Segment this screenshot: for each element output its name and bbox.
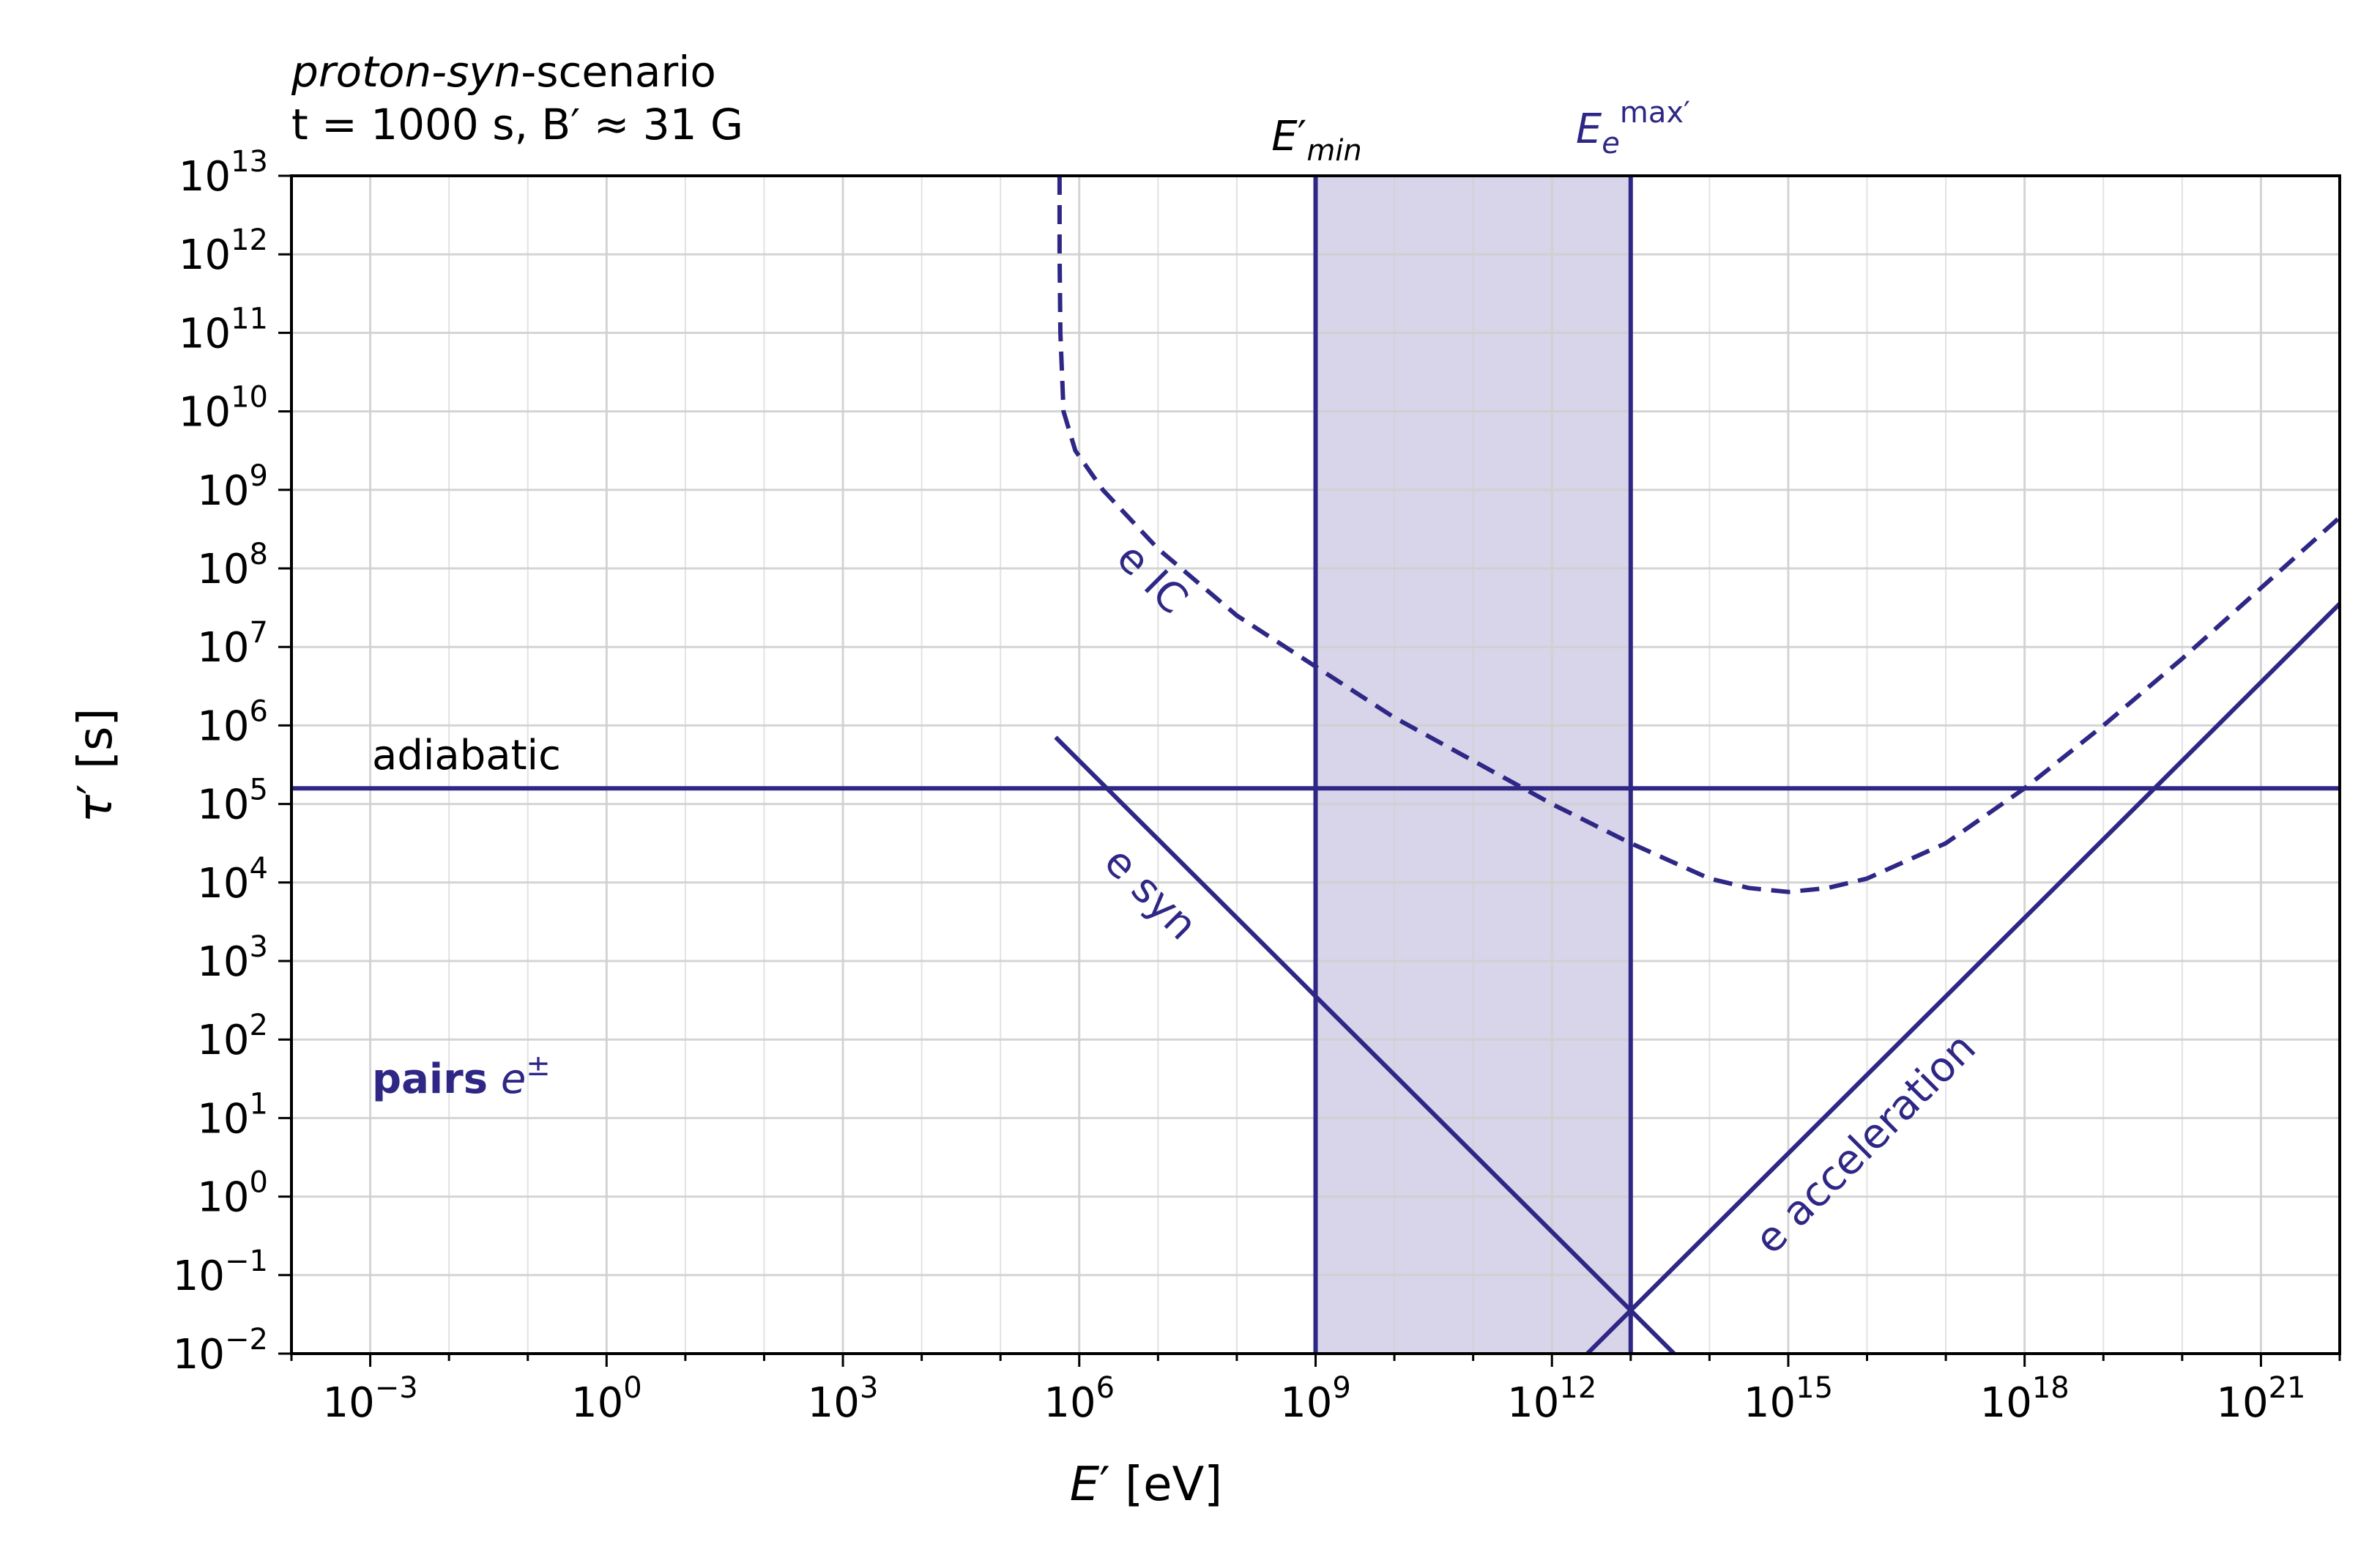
vline-label-emin: E′min: [1271, 113, 1362, 168]
tick-label-layer: 10−3 100 103 106 109 1012 1015 1018 1021 10−2 10−1…: [173, 145, 2306, 1427]
y-tick-label: 102: [197, 1009, 268, 1064]
x-tick-label: 1018: [1980, 1371, 2070, 1427]
scenario-title-rest: -scenario: [521, 47, 715, 97]
y-tick-label: 103: [197, 930, 268, 986]
y-tick-label: 1011: [179, 302, 268, 357]
y-tick-label: 107: [197, 616, 268, 672]
series-e-syn: [1054, 735, 1676, 1356]
tick-layer: [278, 174, 2341, 1367]
y-tick-label: 100: [197, 1166, 268, 1222]
label-adiabatic: adiabatic: [372, 732, 561, 779]
vline-label-emax: Eemax′: [1576, 96, 1690, 160]
y-axis-label: τ′ [s]: [69, 708, 123, 823]
series-e-ic: [1057, 176, 2342, 894]
y-tick-label: 10−2: [173, 1323, 268, 1379]
label-pairs: pairs e±: [372, 1049, 551, 1103]
y-tick-label: 1010: [179, 381, 268, 437]
y-tick-label: 101: [197, 1087, 268, 1143]
x-tick-label: 10−3: [322, 1371, 417, 1427]
x-tick-label: 106: [1044, 1371, 1115, 1427]
x-tick-label: 1021: [2216, 1371, 2305, 1427]
x-tick-label: 1012: [1507, 1371, 1596, 1427]
y-tick-label: 109: [197, 459, 268, 515]
scenario-title: proton-syn-scenario: [291, 47, 716, 97]
y-tick-label: 105: [197, 774, 268, 829]
x-tick-label: 100: [571, 1371, 642, 1427]
x-axis-label: E′ [eV]: [1070, 1458, 1222, 1512]
series-e-acceleration: [1585, 602, 2342, 1356]
y-tick-label: 108: [197, 538, 268, 593]
y-tick-label: 1012: [179, 223, 268, 279]
vline-layer: [1313, 176, 1633, 1354]
y-tick-label: 104: [197, 852, 268, 908]
y-tick-label: 106: [197, 694, 268, 750]
x-tick-label: 1015: [1744, 1371, 1833, 1427]
y-tick-label: 1013: [179, 145, 268, 201]
y-tick-label: 10−1: [173, 1244, 268, 1300]
scenario-params: t = 1000 s, B′ ≈ 31 G: [291, 100, 743, 149]
x-tick-label: 109: [1280, 1371, 1351, 1427]
x-tick-label: 103: [808, 1371, 879, 1427]
scenario-title-italic: proton-syn: [291, 47, 521, 97]
